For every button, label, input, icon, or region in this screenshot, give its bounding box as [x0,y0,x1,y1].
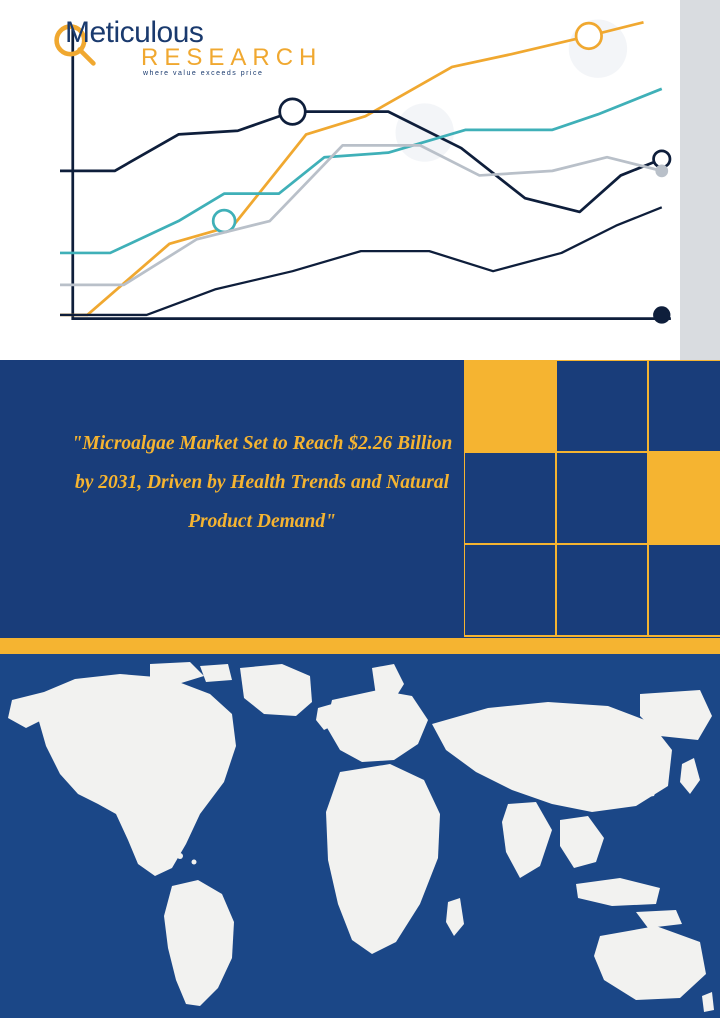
world-map [0,654,720,1018]
brand-logo: Meticulous RESEARCH where value exceeds … [65,16,275,77]
title-block: "Microalgae Market Set to Reach $2.26 Bi… [62,424,462,541]
chart-section: Meticulous RESEARCH where value exceeds … [0,0,720,360]
map-yellow-accent [0,638,720,654]
decorative-squares [464,360,720,638]
logo-tagline: where value exceeds price [143,70,275,77]
logo-sub-text: RESEARCH [141,44,275,72]
report-title: "Microalgae Market Set to Reach $2.26 Bi… [62,424,462,541]
right-gray-strip [680,0,720,360]
